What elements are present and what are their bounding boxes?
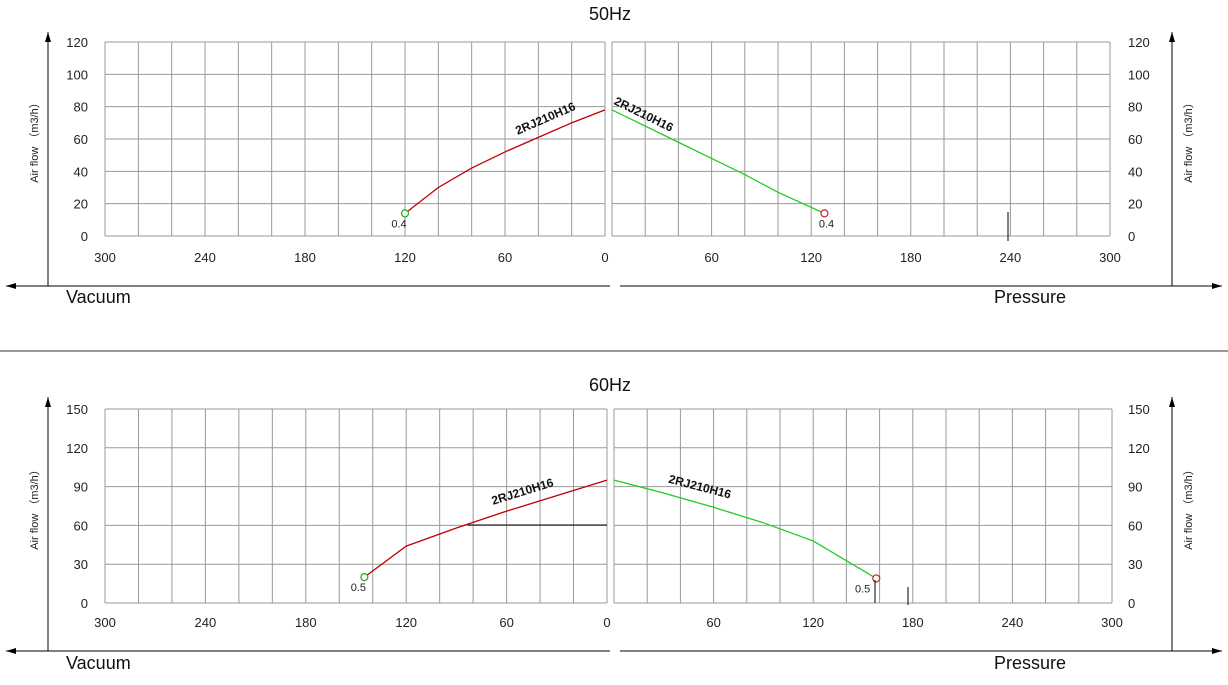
chart-2-xtick-vacuum: 0 [603, 615, 610, 630]
chart-1-vacuum-curve [404, 109, 606, 214]
chart-2-ytick-left: 30 [74, 557, 88, 572]
chart-1-left-axis-arrow [45, 32, 51, 42]
chart-1-title: 50Hz [589, 4, 631, 24]
chart-1-ytick-right: 80 [1128, 100, 1142, 115]
chart-1-pressure-end-label: 0.4 [819, 218, 834, 230]
chart-2-vacuum-model-label: 2RJ210H16 [490, 475, 556, 507]
chart-2-xtick-pressure: 120 [802, 615, 824, 630]
chart-1-ytick-right: 40 [1128, 164, 1142, 179]
chart-2-pressure-curve [613, 479, 877, 579]
chart-2-ytick-right: 120 [1128, 441, 1150, 456]
chart-2-xtick-vacuum: 240 [195, 615, 217, 630]
chart-1-xtick-pressure: 300 [1099, 250, 1121, 265]
chart-2-pressure-label: Pressure [994, 653, 1066, 673]
chart-1-ylabel-right: Air flow （m3/h） [1182, 97, 1195, 183]
chart-2-vacuum-end-marker [360, 573, 369, 582]
chart-2-title: 60Hz [589, 375, 631, 395]
chart-2-xtick-pressure: 300 [1101, 615, 1123, 630]
chart-2-right-axis-arrow [1169, 397, 1175, 407]
chart-2-xtick-vacuum: 180 [295, 615, 317, 630]
chart-1-pressure-end-marker [820, 209, 829, 218]
chart-2-xtick-vacuum: 120 [395, 615, 417, 630]
chart-1-xtick-vacuum: 60 [498, 250, 512, 265]
chart-2-ytick-right: 90 [1128, 480, 1142, 495]
chart-1-xtick-vacuum: 300 [94, 250, 116, 265]
chart-1-ytick-left: 80 [74, 100, 88, 115]
chart-1-ytick-left: 40 [74, 164, 88, 179]
chart-1-xtick-vacuum: 120 [394, 250, 416, 265]
chart-1-xtick-vacuum: 180 [294, 250, 316, 265]
chart-2-pressure-baseline-arrow [1212, 648, 1222, 654]
chart-1-pressure-label: Pressure [994, 287, 1066, 307]
chart-2-ytick-left: 0 [81, 596, 88, 611]
chart-2-ytick-right: 60 [1128, 518, 1142, 533]
chart-2-vacuum-baseline-arrow [6, 648, 16, 654]
chart-2-vacuum-end-label: 0.5 [351, 582, 366, 594]
chart-2-xtick-pressure: 240 [1002, 615, 1024, 630]
chart-1-xtick-vacuum: 240 [194, 250, 216, 265]
chart-2-ytick-right: 0 [1128, 596, 1135, 611]
chart-1-pressure-curve [611, 109, 825, 214]
chart-1-ytick-right: 100 [1128, 67, 1150, 82]
chart-1-vacuum-model-label: 2RJ210H16 [513, 99, 578, 138]
chart-2-xtick-pressure: 180 [902, 615, 924, 630]
chart-2-left-axis-arrow [45, 397, 51, 407]
chart-1-vacuum-label: Vacuum [66, 287, 131, 307]
chart-1-ytick-right: 20 [1128, 197, 1142, 212]
chart-2-ytick-right: 30 [1128, 557, 1142, 572]
chart-2-ytick-left: 90 [74, 480, 88, 495]
chart-2-ylabel-right: Air flow （m3/h） [1182, 464, 1195, 550]
chart-2-ytick-left: 120 [66, 441, 88, 456]
chart-1-right-axis-arrow [1169, 32, 1175, 42]
chart-1-xtick-pressure: 240 [1000, 250, 1022, 265]
chart-1-ytick-left: 60 [74, 132, 88, 147]
chart-2-pressure-end-label: 0.5 [855, 583, 870, 595]
chart-1-pressure-baseline-arrow [1212, 283, 1222, 289]
chart-1-xtick-pressure: 120 [800, 250, 822, 265]
chart-2-ytick-left: 60 [74, 518, 88, 533]
chart-1-ytick-left: 20 [74, 197, 88, 212]
chart-2-ylabel-left: Air flow （m3/h） [28, 464, 41, 550]
chart-1-ytick-left: 120 [66, 35, 88, 50]
chart-1-ytick-right: 120 [1128, 35, 1150, 50]
chart-2-vacuum-curve [363, 479, 608, 578]
chart-1-ytick-right: 0 [1128, 229, 1135, 244]
chart-1-ytick-right: 60 [1128, 132, 1142, 147]
chart-1-vacuum-end-marker [400, 209, 410, 218]
chart-2-ytick-left: 150 [66, 402, 88, 417]
chart-1-xtick-pressure: 60 [704, 250, 718, 265]
chart-1-xtick-pressure: 180 [900, 250, 922, 265]
chart-1-ytick-left: 100 [66, 67, 88, 82]
chart-1-vacuum-baseline-arrow [6, 283, 16, 289]
chart-2-xtick-pressure: 60 [706, 615, 720, 630]
chart-2-pressure-end-marker [872, 574, 881, 583]
chart-2-vacuum-label: Vacuum [66, 653, 131, 673]
chart-2-xtick-vacuum: 300 [94, 615, 116, 630]
chart-1-xtick-vacuum: 0 [601, 250, 608, 265]
chart-2-xtick-vacuum: 60 [499, 615, 513, 630]
chart-1-vacuum-end-label: 0.4 [391, 218, 406, 230]
chart-2-ytick-right: 150 [1128, 402, 1150, 417]
chart-1-ytick-left: 0 [81, 229, 88, 244]
chart-1-ylabel-left: Air flow （m3/h） [28, 97, 41, 183]
